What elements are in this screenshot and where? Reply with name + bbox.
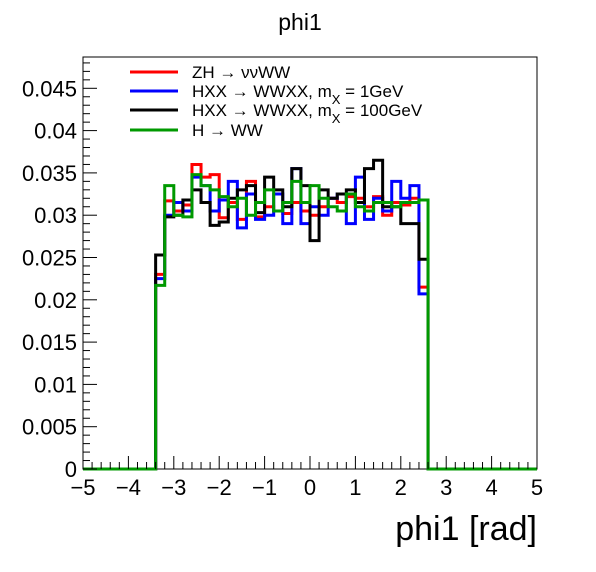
axes: −5 −4 −3 −2 −1 0 1 2 3 4 5 0 0.005 0.01 0.015 0.02 0.025… — [22, 62, 543, 500]
x-tick-label: −4 — [116, 475, 141, 500]
series-group — [83, 158, 537, 471]
chart-title: phi1 — [278, 9, 321, 35]
series-line-4 — [83, 173, 537, 471]
x-tick-label: −1 — [252, 475, 277, 500]
y-tick-label: 0 — [65, 457, 77, 482]
x-axis-label: phi1 [rad] — [395, 510, 537, 548]
x-tick-label: 1 — [349, 475, 361, 500]
x-tick-label: −2 — [207, 475, 232, 500]
x-tick-label: −3 — [161, 475, 186, 500]
y-tick-label: 0.03 — [34, 203, 77, 228]
y-tick-label: 0.035 — [22, 161, 77, 186]
y-tick-label: 0.04 — [34, 119, 77, 144]
y-tick-label: 0.025 — [22, 246, 77, 271]
x-tick-label: 3 — [440, 475, 452, 500]
y-tick-label: 0.02 — [34, 288, 77, 313]
y-tick-label: 0.015 — [22, 330, 77, 355]
y-tick-label: 0.045 — [22, 76, 77, 101]
x-tick-label: 4 — [485, 475, 497, 500]
y-tick-label: 0.005 — [22, 415, 77, 440]
x-tick-label: 2 — [395, 475, 407, 500]
legend-entry-3: HXX → WWXX, mX = 100GeV — [192, 101, 423, 126]
legend-entry-4: H → WW — [192, 121, 263, 140]
y-tick-label: 0.01 — [34, 372, 77, 397]
x-tick-label: 5 — [531, 475, 543, 500]
x-tick-label: −5 — [70, 475, 95, 500]
x-tick-label: 0 — [304, 475, 316, 500]
legend-entry-1: ZH → ννWW — [192, 63, 290, 82]
